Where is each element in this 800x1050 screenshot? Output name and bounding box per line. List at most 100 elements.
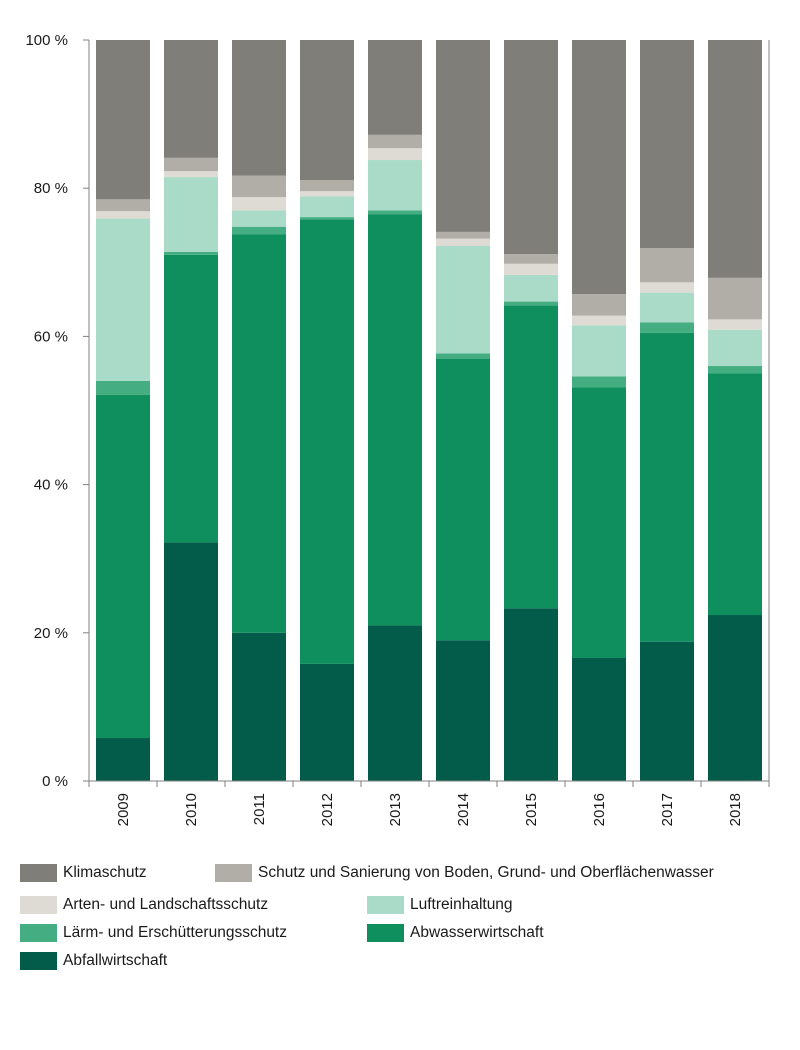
bar-segment [300, 180, 354, 192]
bar-segment [368, 148, 422, 161]
x-tick-label: 2012 [319, 793, 336, 826]
stacked-bar-chart: 0 % 20 % 40 % 60 % 80 % 100 % 2009 2010 2011 201… [25, 32, 770, 826]
bar-segment [368, 210, 422, 215]
bar-segment [300, 196, 354, 218]
y-tick-label: 0 % [42, 773, 68, 790]
bar-segment [640, 322, 694, 333]
bar-segment [368, 40, 422, 135]
legend-swatch [20, 924, 57, 942]
legend-item-abfallwirtschaft: Abfallwirtschaft [20, 950, 167, 972]
bar-segment [232, 234, 286, 633]
bar-segment [164, 254, 218, 543]
bar-segment [708, 319, 762, 330]
legend-item-klimaschutz: Klimaschutz [20, 862, 147, 884]
legend-item-boden-wasser: Schutz und Sanierung von Boden, Grund- u… [215, 862, 714, 884]
bar-segment [436, 640, 490, 781]
x-tick-label: 2010 [183, 793, 200, 826]
bar-segment [640, 248, 694, 283]
bar-segment [368, 160, 422, 211]
bar-segment [572, 315, 626, 326]
bar-segment [436, 353, 490, 359]
chart-legend: Klimaschutz Schutz und Sanierung von Bod… [20, 862, 795, 987]
legend-label: Luftreinhaltung [410, 896, 513, 913]
bars-group [96, 40, 762, 781]
bar-segment [164, 177, 218, 252]
bar-segment [572, 657, 626, 781]
bar-segment [504, 254, 558, 264]
bar-segment [708, 277, 762, 320]
bar-segment [164, 171, 218, 178]
bar-segment [368, 214, 422, 626]
y-tick-label: 100 % [25, 32, 68, 49]
y-axis-ticks: 0 % 20 % 40 % 60 % 80 % 100 % [25, 32, 89, 790]
bar-segment [368, 625, 422, 781]
bar-segment [504, 305, 558, 609]
legend-swatch [20, 896, 57, 914]
bar-segment [96, 394, 150, 739]
bar-segment [640, 40, 694, 249]
bar-segment [572, 387, 626, 658]
x-tick-label: 2009 [115, 793, 132, 826]
bar-segment [504, 301, 558, 306]
bar-segment [504, 608, 558, 781]
bar-segment [572, 294, 626, 316]
y-tick-label: 80 % [34, 180, 68, 197]
bar-segment [368, 134, 422, 149]
bar-segment [708, 366, 762, 374]
bar-segment [96, 40, 150, 200]
bar-segment [232, 197, 286, 211]
bar-segment [708, 329, 762, 367]
bar-segment [436, 358, 490, 641]
bar-segment [164, 251, 218, 255]
x-tick-label: 2011 [251, 793, 268, 825]
bar-segment [436, 40, 490, 232]
bar-segment [96, 380, 150, 395]
x-tick-label: 2017 [659, 793, 676, 826]
bar-segment [640, 332, 694, 642]
legend-label: Abfallwirtschaft [63, 952, 168, 969]
bar-segment [232, 632, 286, 781]
bar-segment [708, 373, 762, 616]
bar-segment [300, 219, 354, 664]
bar-segment [232, 175, 286, 198]
legend-label: Klimaschutz [63, 864, 147, 881]
y-tick-label: 40 % [34, 477, 68, 494]
bar-segment [436, 231, 490, 239]
legend-swatch [20, 952, 57, 970]
bar-segment [164, 40, 218, 158]
legend-label: Abwasserwirtschaft [410, 924, 544, 941]
bar-segment [436, 246, 490, 354]
y-tick-label: 60 % [34, 328, 68, 345]
bar-segment [232, 226, 286, 235]
legend-swatch [215, 864, 252, 882]
bar-segment [572, 376, 626, 388]
bar-segment [572, 325, 626, 377]
bar-segment [708, 40, 762, 278]
bar-segment [504, 274, 558, 302]
legend-label: Schutz und Sanierung von Boden, Grund- u… [258, 864, 714, 881]
x-tick-label: 2018 [727, 793, 744, 826]
x-tick-label: 2014 [455, 793, 472, 826]
legend-label: Arten- und Landschaftsschutz [63, 896, 269, 913]
x-tick-label: 2013 [387, 793, 404, 826]
legend-item-laermschutz: Lärm- und Erschütterungsschutz [20, 922, 287, 944]
bar-segment [96, 211, 150, 219]
bar-segment [708, 615, 762, 781]
legend-item-artenschutz: Arten- und Landschaftsschutz [20, 894, 268, 916]
bar-segment [436, 238, 490, 246]
bar-segment [640, 292, 694, 323]
bar-segment [96, 218, 150, 381]
legend-swatch [20, 864, 57, 882]
bar-segment [300, 40, 354, 181]
legend-label: Lärm- und Erschütterungsschutz [63, 924, 287, 941]
bar-segment [640, 282, 694, 293]
x-tick-label: 2016 [591, 793, 608, 826]
legend-item-luftreinhaltung: Luftreinhaltung [367, 894, 513, 916]
bar-segment [232, 40, 286, 176]
x-axis-ticks: 2009 2010 2011 2012 2013 2014 2015 2016 2017 2018 [88, 781, 770, 826]
bar-segment [572, 40, 626, 295]
x-tick-label: 2015 [523, 793, 540, 826]
y-tick-label: 20 % [34, 625, 68, 642]
bar-segment [504, 263, 558, 275]
legend-swatch [367, 896, 404, 914]
